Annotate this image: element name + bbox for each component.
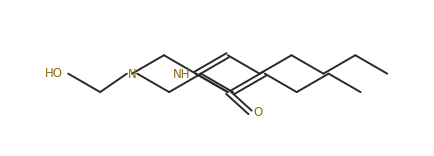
Text: O: O bbox=[253, 106, 262, 119]
Text: NH: NH bbox=[173, 68, 190, 81]
Text: N: N bbox=[127, 68, 136, 81]
Text: HO: HO bbox=[45, 67, 63, 80]
